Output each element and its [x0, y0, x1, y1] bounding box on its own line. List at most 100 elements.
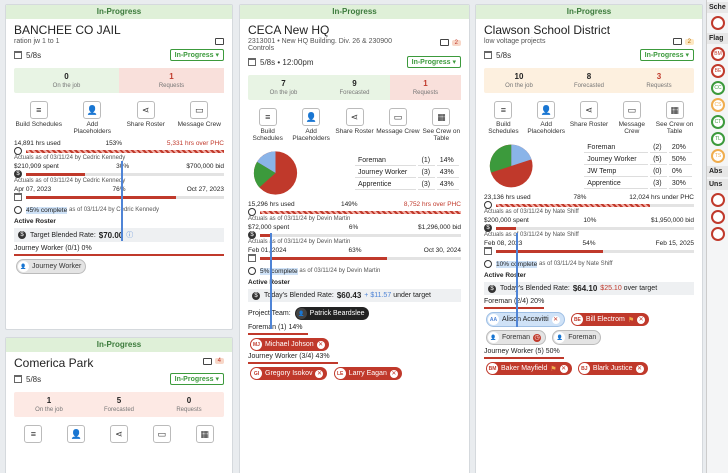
state-dropdown[interactable]: In-Progress ▾	[406, 56, 461, 68]
close-icon: ✕	[559, 364, 568, 373]
sidebar-heading-absent[interactable]: Abs	[707, 166, 728, 177]
state-dropdown[interactable]: In-Progress ▾	[639, 49, 694, 61]
sidebar-avatar[interactable]: BM	[711, 47, 725, 61]
dollar-icon: $	[18, 231, 26, 239]
flag-badge: 2	[684, 38, 694, 45]
see-crew-button[interactable]: ▦ See Crew on Table	[420, 108, 463, 142]
right-sidebar: Sche Flag BM BE CC CS CT TL TS Abs Uns	[706, 0, 728, 473]
stat-on-job[interactable]: 0 On the job	[52, 72, 81, 89]
placeholder-chip[interactable]: 👤 Foreman ◷	[486, 330, 547, 345]
sidebar-avatar[interactable]: CS	[711, 98, 725, 112]
state-dropdown[interactable]: In-Progress ▾	[169, 373, 224, 385]
see-crew-button[interactable]: ▦	[183, 425, 226, 445]
chat-icon[interactable]	[439, 39, 449, 46]
list-add-icon: ≡	[24, 425, 43, 443]
status-bar: In-Progress	[6, 5, 232, 19]
stat-forecasted[interactable]: 5 Forecasted	[103, 396, 134, 413]
stat-requests[interactable]: 1 Requests	[119, 68, 224, 93]
placeholder-chip[interactable]: 👤 Foreman	[552, 330, 602, 345]
roster-line: Journey Worker (0/1) 0%	[14, 245, 92, 252]
chat-icon[interactable]	[672, 38, 682, 45]
stat-requests[interactable]: 1 Requests	[390, 75, 461, 100]
close-icon: ✕	[316, 340, 325, 349]
share-roster-button[interactable]: ⋖ Share Roster	[333, 108, 376, 142]
worker-chip[interactable]: GI Gregory Isokov ✕	[250, 367, 328, 380]
stat-on-job[interactable]: 7 On the job	[269, 79, 298, 96]
build-schedules-button[interactable]: ≡ Build Schedules	[246, 108, 289, 142]
add-placeholders-button[interactable]: 👤 Add Placeholders	[289, 108, 332, 142]
sidebar-avatar[interactable]	[711, 16, 725, 30]
sidebar-avatar[interactable]: CC	[711, 81, 725, 95]
blended-rate: $ Today's Blended Rate: $64.10 $25.10 over …	[484, 282, 694, 295]
message-crew-button[interactable]: ▭ Message Crew	[610, 101, 653, 135]
project-subtitle: low voltage projects	[484, 38, 546, 45]
role-row: Apprentice (3) 30%	[584, 179, 692, 189]
chat-icon[interactable]	[215, 38, 224, 45]
add-placeholders-button[interactable]: 👤	[55, 425, 98, 445]
person-add-icon: 👤	[67, 425, 86, 443]
add-placeholders-button[interactable]: 👤 Add Placeholders	[67, 101, 117, 135]
info-icon: ⓘ	[126, 232, 134, 239]
see-crew-button[interactable]: ▦ See Crew on Table	[653, 101, 696, 135]
share-icon: ⋖	[579, 101, 598, 119]
worker-chip[interactable]: BE Bill Electrom ⚑ ✕	[570, 313, 650, 326]
schedule-text: 5/8s	[26, 374, 42, 384]
build-schedules-button[interactable]: ≡	[12, 425, 55, 445]
build-schedules-button[interactable]: ≡ Build Schedules	[482, 101, 525, 135]
add-placeholders-button[interactable]: 👤 Add Placeholders	[525, 101, 568, 135]
project-title[interactable]: CECA New HQ	[248, 23, 330, 37]
worker-chip[interactable]: BJ Blark Justice ✕	[577, 362, 648, 375]
sidebar-avatar[interactable]: TL	[711, 132, 725, 146]
sidebar-avatar[interactable]	[711, 193, 725, 207]
person-add-icon: 👤	[83, 101, 102, 119]
chat-icon[interactable]	[202, 357, 212, 365]
worker-chip[interactable]: BM Baker Mayfield ⚑ ✕	[486, 362, 572, 375]
foreman-line: Foreman (1) 14%	[248, 324, 303, 331]
stat-on-job[interactable]: 10 On the job	[505, 72, 533, 89]
calendar-icon	[14, 375, 22, 383]
table-icon: ▦	[665, 101, 684, 119]
stat-forecasted[interactable]: 8 Forecasted	[573, 72, 604, 89]
share-roster-button[interactable]: ⋖ Share Roster	[568, 101, 611, 135]
share-roster-button[interactable]: ⋖	[98, 425, 141, 445]
build-schedules-button[interactable]: ≡ Build Schedules	[14, 101, 64, 135]
close-icon: ✕	[551, 315, 560, 324]
role-row: Journey Worker (3) 43%	[354, 168, 459, 178]
message-crew-button[interactable]: ▭ Message Crew	[376, 108, 420, 142]
project-title[interactable]: BANCHEE CO JAIL	[14, 23, 121, 37]
flag-badge: 4	[214, 358, 224, 364]
stopwatch-icon	[14, 147, 22, 155]
sidebar-avatar[interactable]: TS	[711, 149, 725, 163]
sidebar-heading-schedule[interactable]: Sche	[707, 2, 728, 13]
sidebar-avatar[interactable]	[711, 210, 725, 224]
sidebar-heading-flags[interactable]: Flag	[707, 33, 728, 44]
money-metric: $210,909 spent30%$700,000 bid $ Actuals …	[14, 163, 224, 184]
sidebar-avatar[interactable]: CT	[711, 115, 725, 129]
flag-icon: ⚑	[550, 365, 557, 373]
dollar-icon: $	[248, 231, 256, 239]
stat-forecasted[interactable]: 9 Forecasted	[339, 79, 370, 96]
sidebar-avatar[interactable]	[711, 227, 725, 241]
money-metric: $200,000 spent 10% $1,950,000 bid $ Actual…	[484, 217, 694, 238]
sidebar-avatar[interactable]: BE	[711, 64, 725, 78]
project-title[interactable]: Clawson School District	[484, 23, 611, 37]
status-bar: In-Progress	[240, 5, 469, 19]
dollar-icon: $	[252, 291, 260, 300]
share-roster-button[interactable]: ⋖ Share Roster	[121, 101, 171, 135]
stat-on-job[interactable]: 1 On the job	[35, 396, 63, 413]
worker-chip[interactable]: MJ Michael Johson ✕	[250, 338, 329, 351]
placeholder-chip[interactable]: 👤 Journey Worker	[16, 259, 87, 274]
project-title[interactable]: Comerica Park	[14, 356, 94, 370]
message-crew-button[interactable]: ▭	[140, 425, 183, 445]
stat-requests[interactable]: 3 Requests	[646, 72, 672, 89]
project-subtitle: 2313001 • New HQ Building. Div. 26 & 230…	[248, 38, 392, 52]
stat-requests[interactable]: 0 Requests	[176, 396, 202, 413]
sidebar-heading-unscheduled[interactable]: Uns	[707, 179, 728, 190]
message-crew-button[interactable]: ▭ Message Crew	[174, 101, 224, 135]
calendar-icon	[248, 58, 256, 66]
worker-chip[interactable]: LE Larry Eagan ✕	[333, 367, 402, 380]
active-roster-heading: Active Roster	[484, 272, 526, 279]
state-dropdown[interactable]: In-Progress ▾	[169, 49, 224, 61]
team-member-chip[interactable]: 👤 Patrick Beardslee	[294, 307, 369, 320]
worker-chip[interactable]: AA Alison Accavitti ✕	[486, 312, 565, 327]
